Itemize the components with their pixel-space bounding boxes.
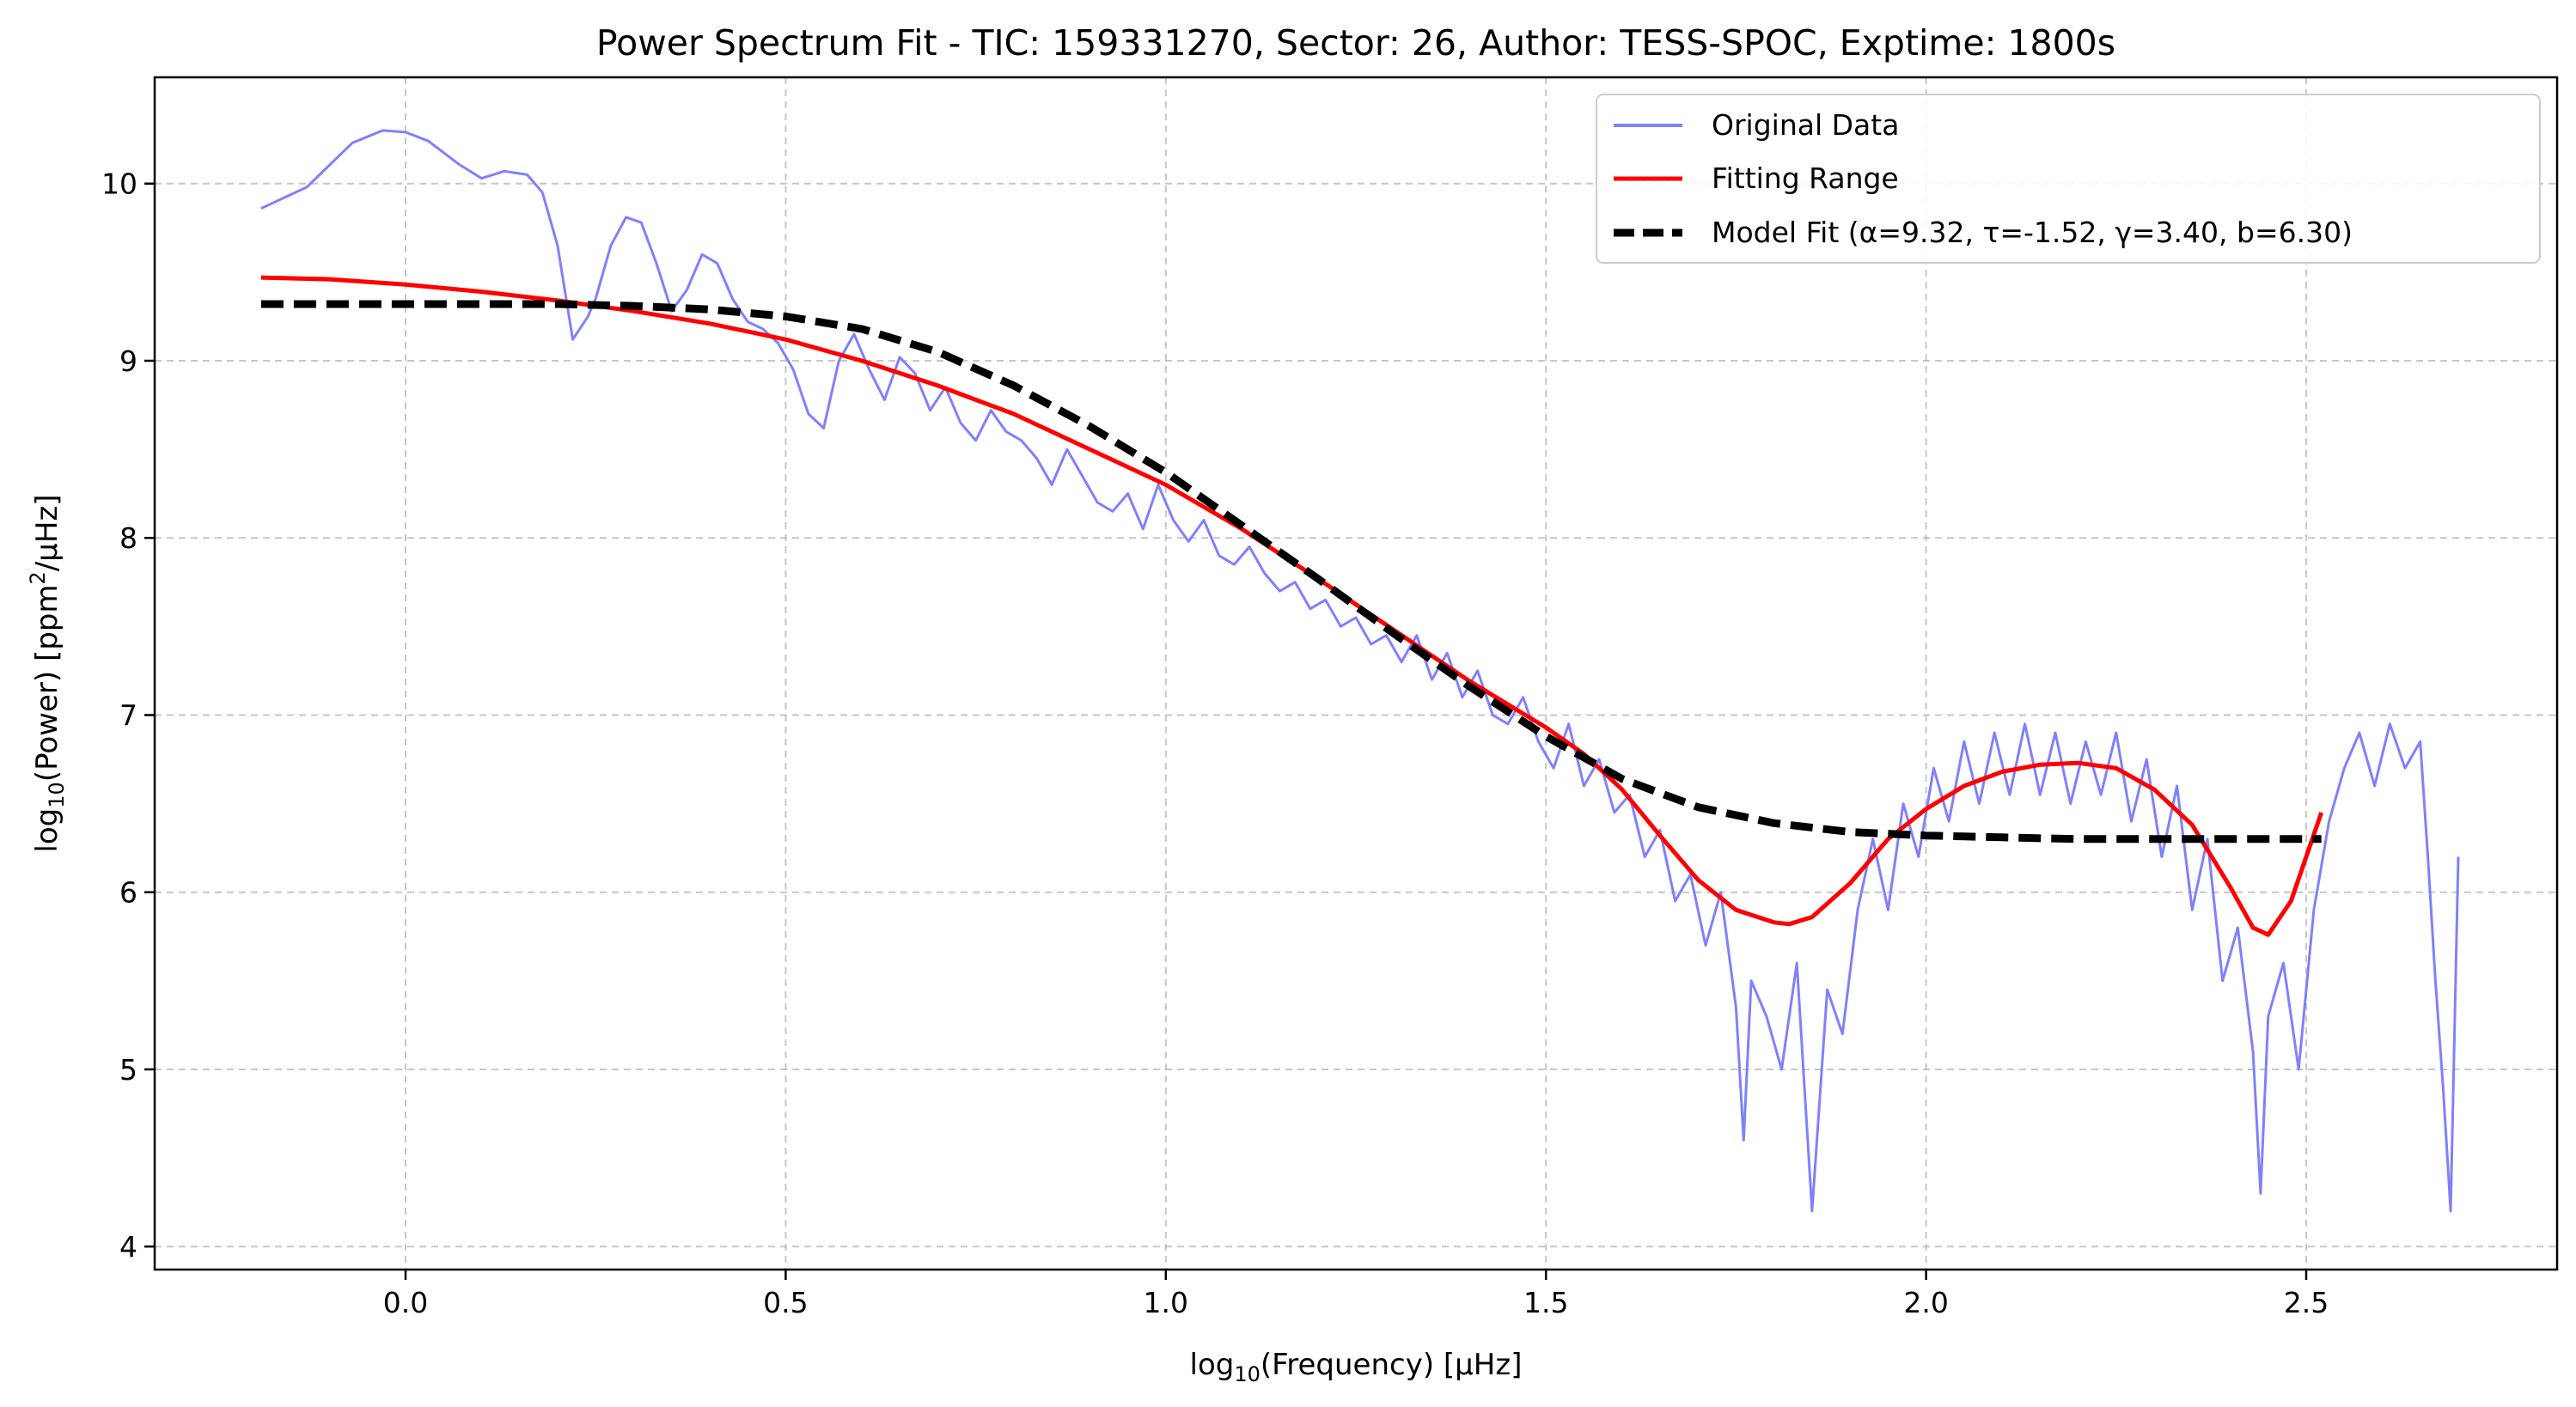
x-tick-label: 0.0	[383, 1286, 428, 1319]
legend-label-original-data: Original Data	[1712, 108, 1899, 142]
x-axis-label-subscript: 10	[1234, 1362, 1261, 1386]
x-tick-label: 2.0	[1903, 1286, 1948, 1319]
y-tick-label: 10	[101, 168, 137, 201]
legend: Original Data Fitting Range Model Fit (α…	[1596, 94, 2541, 264]
plot-frame	[153, 76, 2559, 1271]
y-axis-ticks: 4 5 6 7 8 9 10	[101, 168, 155, 1264]
y-tick-label: 8	[119, 521, 137, 555]
x-axis-label: log10(Frequency) [µHz]	[1190, 1348, 1523, 1386]
x-tick-label: 2.5	[2284, 1286, 2329, 1319]
y-tick-label: 7	[119, 698, 137, 732]
y-tick-label: 6	[119, 876, 137, 910]
x-axis-label-rest: (Frequency) [µHz]	[1261, 1348, 1523, 1382]
y-axis-label-subscript: 10	[45, 782, 69, 808]
x-axis-label-prefix: log	[1190, 1348, 1235, 1382]
y-tick-label: 4	[119, 1230, 137, 1264]
series-fitting-range-line	[260, 275, 2324, 937]
series-model-fit-line	[260, 300, 2322, 844]
y-axis-label-prefix: log	[30, 808, 64, 853]
legend-box	[1596, 94, 2541, 264]
chart-title: Power Spectrum Fit - TIC: 159331270, Sec…	[596, 22, 2115, 64]
legend-label-model-fit: Model Fit (α=9.32, τ=-1.52, γ=3.40, b=6.…	[1712, 216, 2353, 249]
y-axis-label: log10(Power) [ppm2/µHz]	[26, 494, 69, 852]
grid-lines	[155, 77, 2557, 1270]
x-axis-ticks: 0.0 0.5 1.0 1.5 2.0 2.5	[383, 1270, 2329, 1319]
series-lines	[260, 129, 2460, 1213]
y-axis-label-middle: (Power) [ppm	[30, 584, 64, 782]
y-tick-label: 9	[119, 344, 137, 378]
x-tick-label: 0.5	[763, 1286, 808, 1319]
y-axis-label-superscript: 2	[26, 571, 50, 584]
legend-label-fitting-range: Fitting Range	[1712, 161, 1899, 195]
y-axis-label-rest: /µHz]	[30, 494, 64, 571]
y-tick-label: 5	[119, 1053, 137, 1087]
x-tick-label: 1.5	[1523, 1286, 1568, 1319]
x-tick-label: 1.0	[1144, 1286, 1188, 1319]
